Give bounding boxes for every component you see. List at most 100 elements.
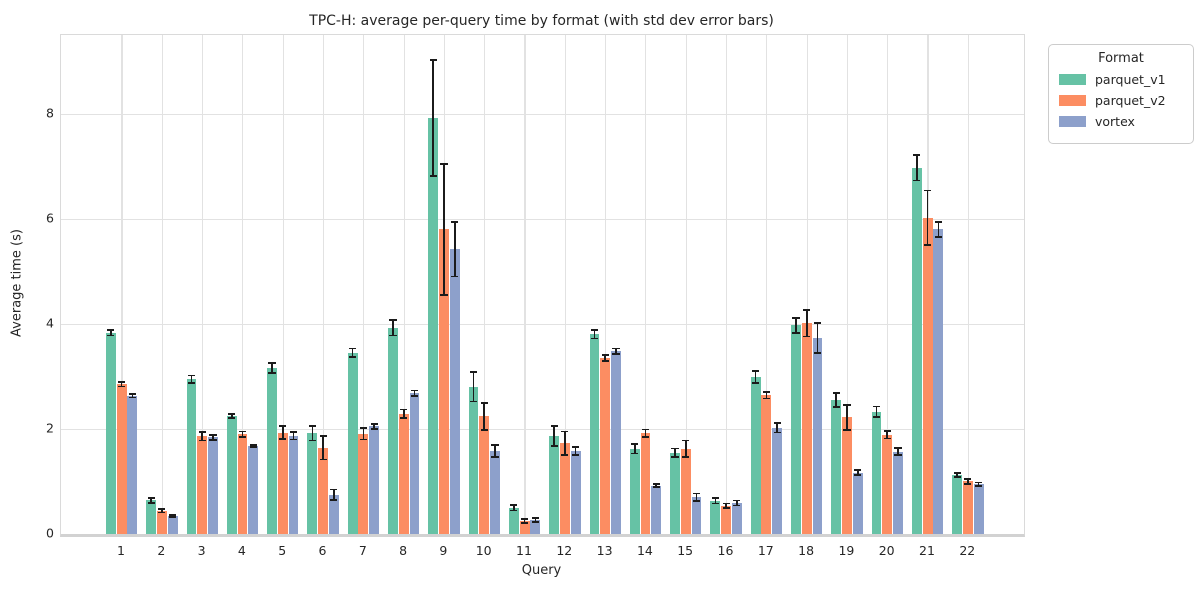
error-bar-cap	[107, 334, 115, 337]
x-tick-label: 11	[516, 543, 532, 558]
error-bar-parquet_v2-q9	[443, 163, 445, 295]
error-bar-cap	[733, 499, 741, 502]
bar-vortex-q9	[449, 249, 460, 534]
bar-vortex-q6	[328, 494, 339, 534]
h-gridline	[61, 428, 1024, 431]
error-bar-cap	[631, 443, 639, 446]
x-tick-label: 2	[157, 543, 166, 558]
bar-vortex-q1	[127, 395, 138, 534]
error-bar-cap	[934, 235, 942, 238]
legend-swatch-vortex-icon	[1059, 116, 1086, 127]
error-bar-parquet_v2-q5	[281, 426, 284, 439]
error-bar-parquet_v1-q11	[513, 505, 515, 511]
error-bar-cap	[521, 517, 529, 520]
error-bar-cap	[187, 381, 196, 384]
error-bar-parquet_v1-q14	[633, 444, 636, 454]
error-bar-parquet_v2-q22	[967, 478, 969, 485]
error-bar-cap	[722, 506, 730, 509]
bar-vortex-q16	[731, 503, 742, 534]
error-bar-cap	[370, 422, 378, 425]
v-gridline	[806, 35, 808, 534]
error-bar-vortex-q8	[413, 390, 416, 396]
v-gridline	[121, 35, 123, 534]
error-bar-cap	[733, 504, 741, 507]
bar-parquet_v2-q15	[680, 448, 691, 534]
error-bar-parquet_v2-q18	[805, 310, 808, 337]
error-bar-cap	[531, 516, 539, 519]
error-bar-parquet_v1-q16	[714, 498, 717, 504]
error-bar-vortex-q14	[655, 484, 658, 488]
error-bar-cap	[550, 445, 558, 448]
legend-label: vortex	[1095, 114, 1135, 129]
error-bar-cap	[410, 389, 419, 392]
error-bar-parquet_v2-q6	[322, 436, 324, 460]
bar-vortex-q17	[772, 427, 783, 534]
error-bar-parquet_v2-q10	[483, 402, 486, 430]
error-bar-cap	[671, 455, 679, 458]
error-bar-cap	[792, 317, 800, 319]
error-bar-cap	[169, 514, 177, 516]
error-bar-cap	[843, 403, 851, 406]
error-bar-cap	[389, 318, 397, 321]
error-bar-cap	[308, 424, 316, 427]
error-bar-cap	[813, 352, 822, 355]
error-bar-parquet_v1-q6	[311, 425, 314, 441]
error-bar-cap	[349, 347, 357, 350]
error-bar-cap	[359, 427, 367, 429]
error-bar-cap	[924, 189, 932, 192]
error-bar-cap	[652, 486, 660, 489]
error-bar-parquet_v1-q13	[593, 330, 596, 339]
error-bar-cap	[641, 428, 650, 431]
error-bar-cap	[198, 439, 206, 442]
bar-parquet_v1-q19	[831, 400, 842, 534]
error-bar-cap	[612, 352, 620, 355]
error-bar-parquet_v1-q15	[674, 448, 676, 457]
bar-parquet_v2-q6	[318, 447, 329, 534]
v-gridline	[202, 35, 204, 534]
error-bar-parquet_v2-q13	[604, 354, 607, 362]
error-bar-cap	[359, 438, 367, 441]
x-tick-label: 21	[919, 543, 935, 558]
error-bar-cap	[934, 221, 942, 223]
error-bar-cap	[913, 154, 921, 157]
error-bar-cap	[682, 439, 690, 442]
error-bar-vortex-q6	[333, 489, 335, 500]
bar-vortex-q8	[409, 393, 420, 534]
error-bar-parquet_v2-q1	[120, 382, 123, 387]
error-bar-parquet_v1-q7	[351, 348, 354, 357]
bar-vortex-q20	[893, 451, 903, 534]
h-gridline	[61, 113, 1024, 115]
error-bar-vortex-q18	[816, 322, 819, 354]
error-bar-parquet_v1-q22	[956, 473, 958, 478]
error-bar-cap	[803, 335, 811, 338]
error-bar-vortex-q12	[574, 446, 577, 456]
error-bar-parquet_v1-q17	[754, 371, 757, 383]
error-bar-cap	[590, 329, 599, 332]
error-bar-parquet_v1-q4	[230, 413, 233, 418]
error-bar-vortex-q7	[373, 423, 375, 429]
v-gridline	[766, 35, 768, 534]
v-gridline	[846, 35, 848, 534]
error-bar-cap	[883, 430, 891, 432]
error-bar-cap	[792, 331, 800, 334]
y-tick-label: 8	[46, 105, 54, 121]
y-tick-label: 6	[46, 210, 54, 226]
x-tick-label: 10	[475, 543, 492, 558]
error-bar-parquet_v2-q17	[765, 392, 768, 399]
v-gridline	[887, 35, 889, 534]
bar-vortex-q5	[288, 435, 299, 534]
x-tick-label: 14	[636, 543, 653, 558]
error-bar-cap	[561, 453, 569, 456]
error-bar-cap	[187, 374, 196, 377]
bar-parquet_v1-q21	[911, 167, 922, 534]
error-bar-vortex-q13	[615, 348, 617, 354]
error-bar-cap	[370, 428, 378, 430]
v-gridline	[322, 35, 325, 534]
bar-parquet_v2-q10	[479, 416, 490, 534]
v-gridline	[685, 35, 687, 534]
error-bar-cap	[400, 408, 408, 411]
error-bar-parquet_v1-q20	[875, 406, 878, 417]
error-bar-vortex-q4	[252, 444, 255, 447]
y-tick-label: 4	[46, 315, 54, 331]
error-bar-cap	[601, 360, 609, 363]
